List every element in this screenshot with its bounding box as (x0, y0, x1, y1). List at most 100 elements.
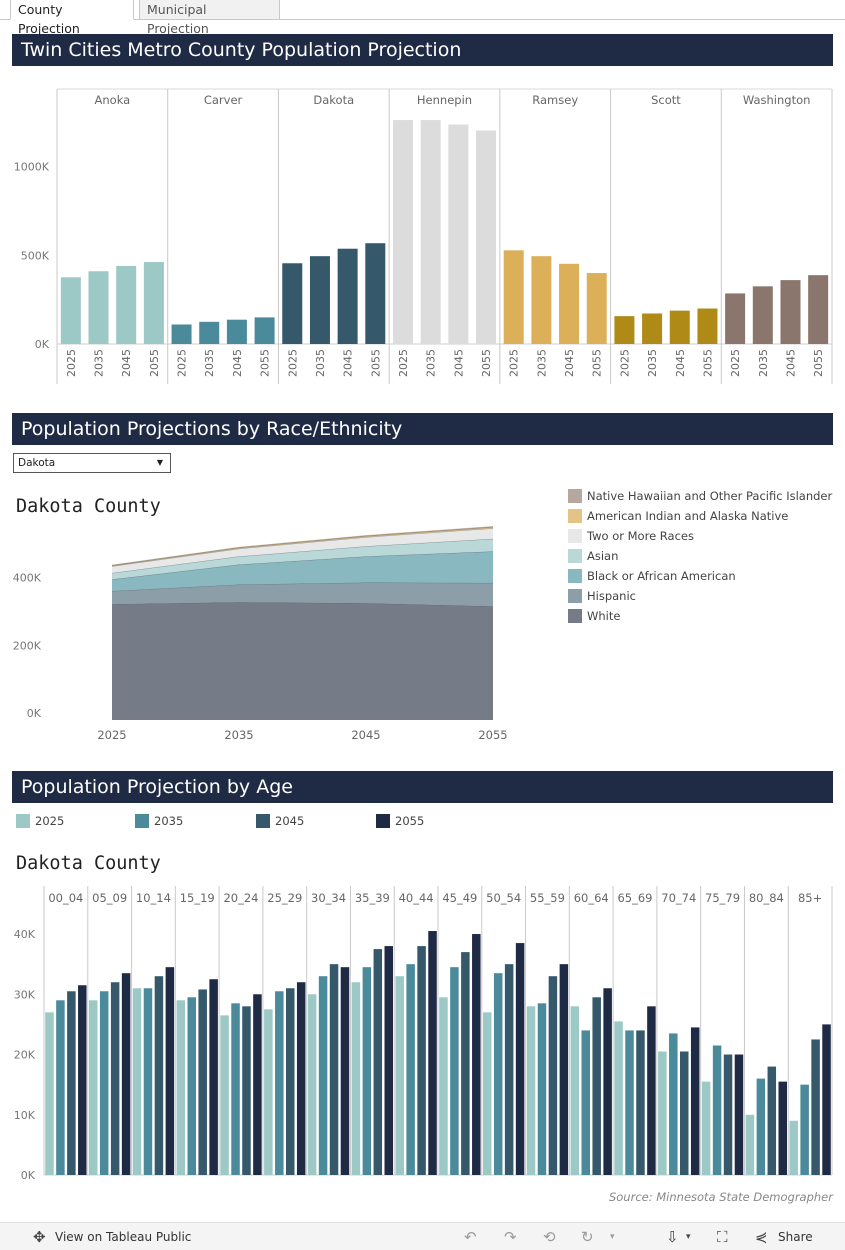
county-select[interactable]: Dakota ▼ (13, 453, 171, 473)
revert-icon[interactable]: ⟲ (543, 1228, 556, 1246)
age-bar (143, 988, 153, 1175)
download-dropdown-icon[interactable]: ▾ (686, 1232, 691, 1242)
undo-icon[interactable]: ↶ (464, 1228, 477, 1246)
age-bar (78, 985, 87, 1175)
y-tick-label: 1000K (14, 161, 50, 174)
age-bar (669, 1033, 678, 1175)
y-tick-label: 30K (14, 988, 36, 1001)
legend-swatch (256, 814, 270, 828)
refresh-icon[interactable]: ↻ (581, 1228, 594, 1246)
age-bar (296, 982, 306, 1175)
y-tick-label: 0K (35, 338, 50, 351)
age-group-label: 55_59 (530, 891, 565, 905)
legend-swatch (568, 529, 582, 543)
area-edge (111, 527, 494, 567)
legend-label: Two or More Races (587, 529, 694, 543)
age-group-label: 30_34 (311, 891, 346, 905)
x-tick-label: 2035 (203, 349, 216, 377)
x-tick-label: 2025 (176, 349, 189, 377)
x-tick-label: 2035 (224, 728, 253, 742)
county-bar (171, 324, 192, 344)
age-bar (428, 931, 437, 1175)
race-chart-title: Dakota County (16, 496, 161, 517)
county-bar (780, 280, 801, 344)
facet-label: Carver (204, 93, 243, 107)
area-band (112, 602, 493, 720)
age-legend-item[interactable]: 2035 (135, 814, 183, 828)
age-bar (318, 976, 328, 1175)
age-section-header: Population Projection by Age (12, 771, 833, 803)
x-tick-label: 2035 (757, 349, 770, 377)
county-bar (559, 263, 580, 344)
redo-icon[interactable]: ↷ (504, 1228, 517, 1246)
fullscreen-icon[interactable]: ⛶ (717, 1228, 728, 1246)
facet-label: Washington (743, 93, 811, 107)
legend-swatch (568, 549, 582, 563)
race-legend-item[interactable]: Asian (568, 549, 618, 563)
age-bar (220, 1015, 229, 1175)
age-bar (56, 1000, 65, 1175)
download-icon[interactable]: ⇩ (666, 1228, 679, 1246)
age-group-label: 15_19 (180, 891, 215, 905)
area-band (112, 528, 493, 573)
race-legend-item[interactable]: Two or More Races (568, 529, 694, 543)
legend-swatch (568, 489, 582, 503)
age-bar (45, 1012, 54, 1175)
age-bar (165, 967, 175, 1175)
x-tick-label: 2035 (535, 349, 548, 377)
share-icon[interactable]: ⋞ (755, 1228, 768, 1246)
x-tick-label: 2045 (231, 349, 244, 377)
age-legend-item[interactable]: 2025 (16, 814, 64, 828)
legend-label: Black or African American (587, 569, 736, 583)
age-group-label: 70_74 (661, 891, 696, 905)
age-bar (811, 1039, 820, 1175)
race-legend-item[interactable]: Black or African American (568, 569, 736, 583)
race-legend-item[interactable]: American Indian and Alaska Native (568, 509, 788, 523)
legend-swatch (568, 569, 582, 583)
refresh-dropdown-icon[interactable]: ▾ (610, 1232, 615, 1242)
age-bar (581, 1030, 590, 1175)
legend-swatch (568, 589, 582, 603)
age-bar (406, 964, 415, 1175)
y-tick-label: 0K (21, 1169, 36, 1182)
legend-label: Hispanic (587, 589, 636, 603)
area-edge (111, 526, 494, 566)
x-tick-label: 2045 (452, 349, 465, 377)
view-on-tableau-link[interactable]: View on Tableau Public (55, 1230, 192, 1244)
y-tick-label: 10K (14, 1109, 36, 1122)
race-area-chart: 0K 200K 400K 2025 2035 2045 2055 (13, 526, 508, 742)
x-tick-label: 2035 (646, 349, 659, 377)
age-legend-item[interactable]: 2045 (256, 814, 304, 828)
age-legend-item[interactable]: 2055 (376, 814, 424, 828)
county-population-bar-chart: 0K 500K 1000K Anoka 2025 2035 2045 2055 Carver 20… (14, 88, 833, 384)
x-tick-label: 2045 (342, 349, 355, 377)
county-bar (420, 120, 441, 344)
age-bar (253, 994, 262, 1175)
area-band (112, 582, 493, 607)
age-bar (154, 976, 164, 1175)
age-bar (439, 997, 448, 1175)
age-bar (384, 946, 393, 1175)
county-bar (254, 317, 275, 344)
share-button[interactable]: Share (778, 1230, 813, 1244)
age-bar (690, 1027, 700, 1175)
age-bar (89, 1000, 98, 1175)
facet-label: Hennepin (417, 93, 472, 107)
race-legend-item[interactable]: Hispanic (568, 589, 636, 603)
county-bar (642, 313, 663, 344)
age-group-label: 40_44 (399, 891, 434, 905)
county-bar (337, 248, 358, 344)
age-bar (548, 976, 558, 1175)
race-legend-item[interactable]: Native Hawaiian and Other Pacific Island… (568, 489, 832, 503)
tab-county-projection[interactable]: County Projection (10, 0, 134, 36)
age-bar (767, 1066, 777, 1175)
age-bar (340, 967, 350, 1175)
race-legend-item[interactable]: White (568, 609, 620, 623)
age-bar (570, 1006, 580, 1175)
tab-municipal-projection[interactable]: Municipal Projection (139, 0, 280, 36)
county-bar (586, 273, 607, 344)
legend-label: 2055 (395, 814, 425, 828)
age-bar (121, 973, 131, 1175)
legend-label: 2045 (275, 814, 305, 828)
facet-label: Scott (651, 93, 681, 107)
